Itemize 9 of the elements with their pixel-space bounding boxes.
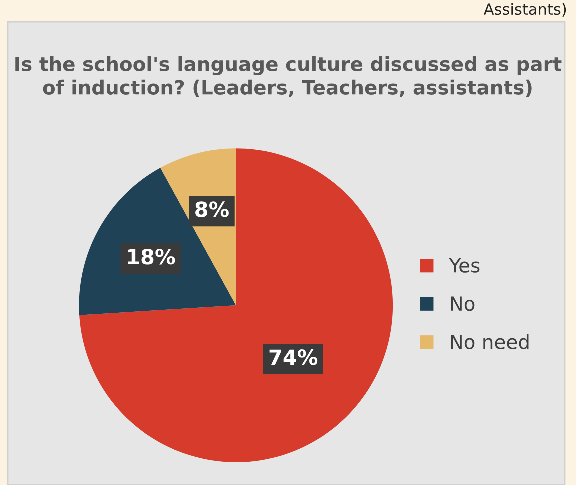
chart-title: Is the school's language culture discussed as part of induction? (Leaders, Teachers, assistants) [16,56,562,98]
legend-label: Yes [449,258,480,273]
legend-label: No need [451,334,529,350]
text: Assistants) [484,3,566,17]
data-label: 8% [196,202,229,218]
pie-slice [80,148,394,462]
legend-label: No [451,296,475,312]
data-label: 18% [128,248,176,265]
data-label: 74% [270,350,318,366]
